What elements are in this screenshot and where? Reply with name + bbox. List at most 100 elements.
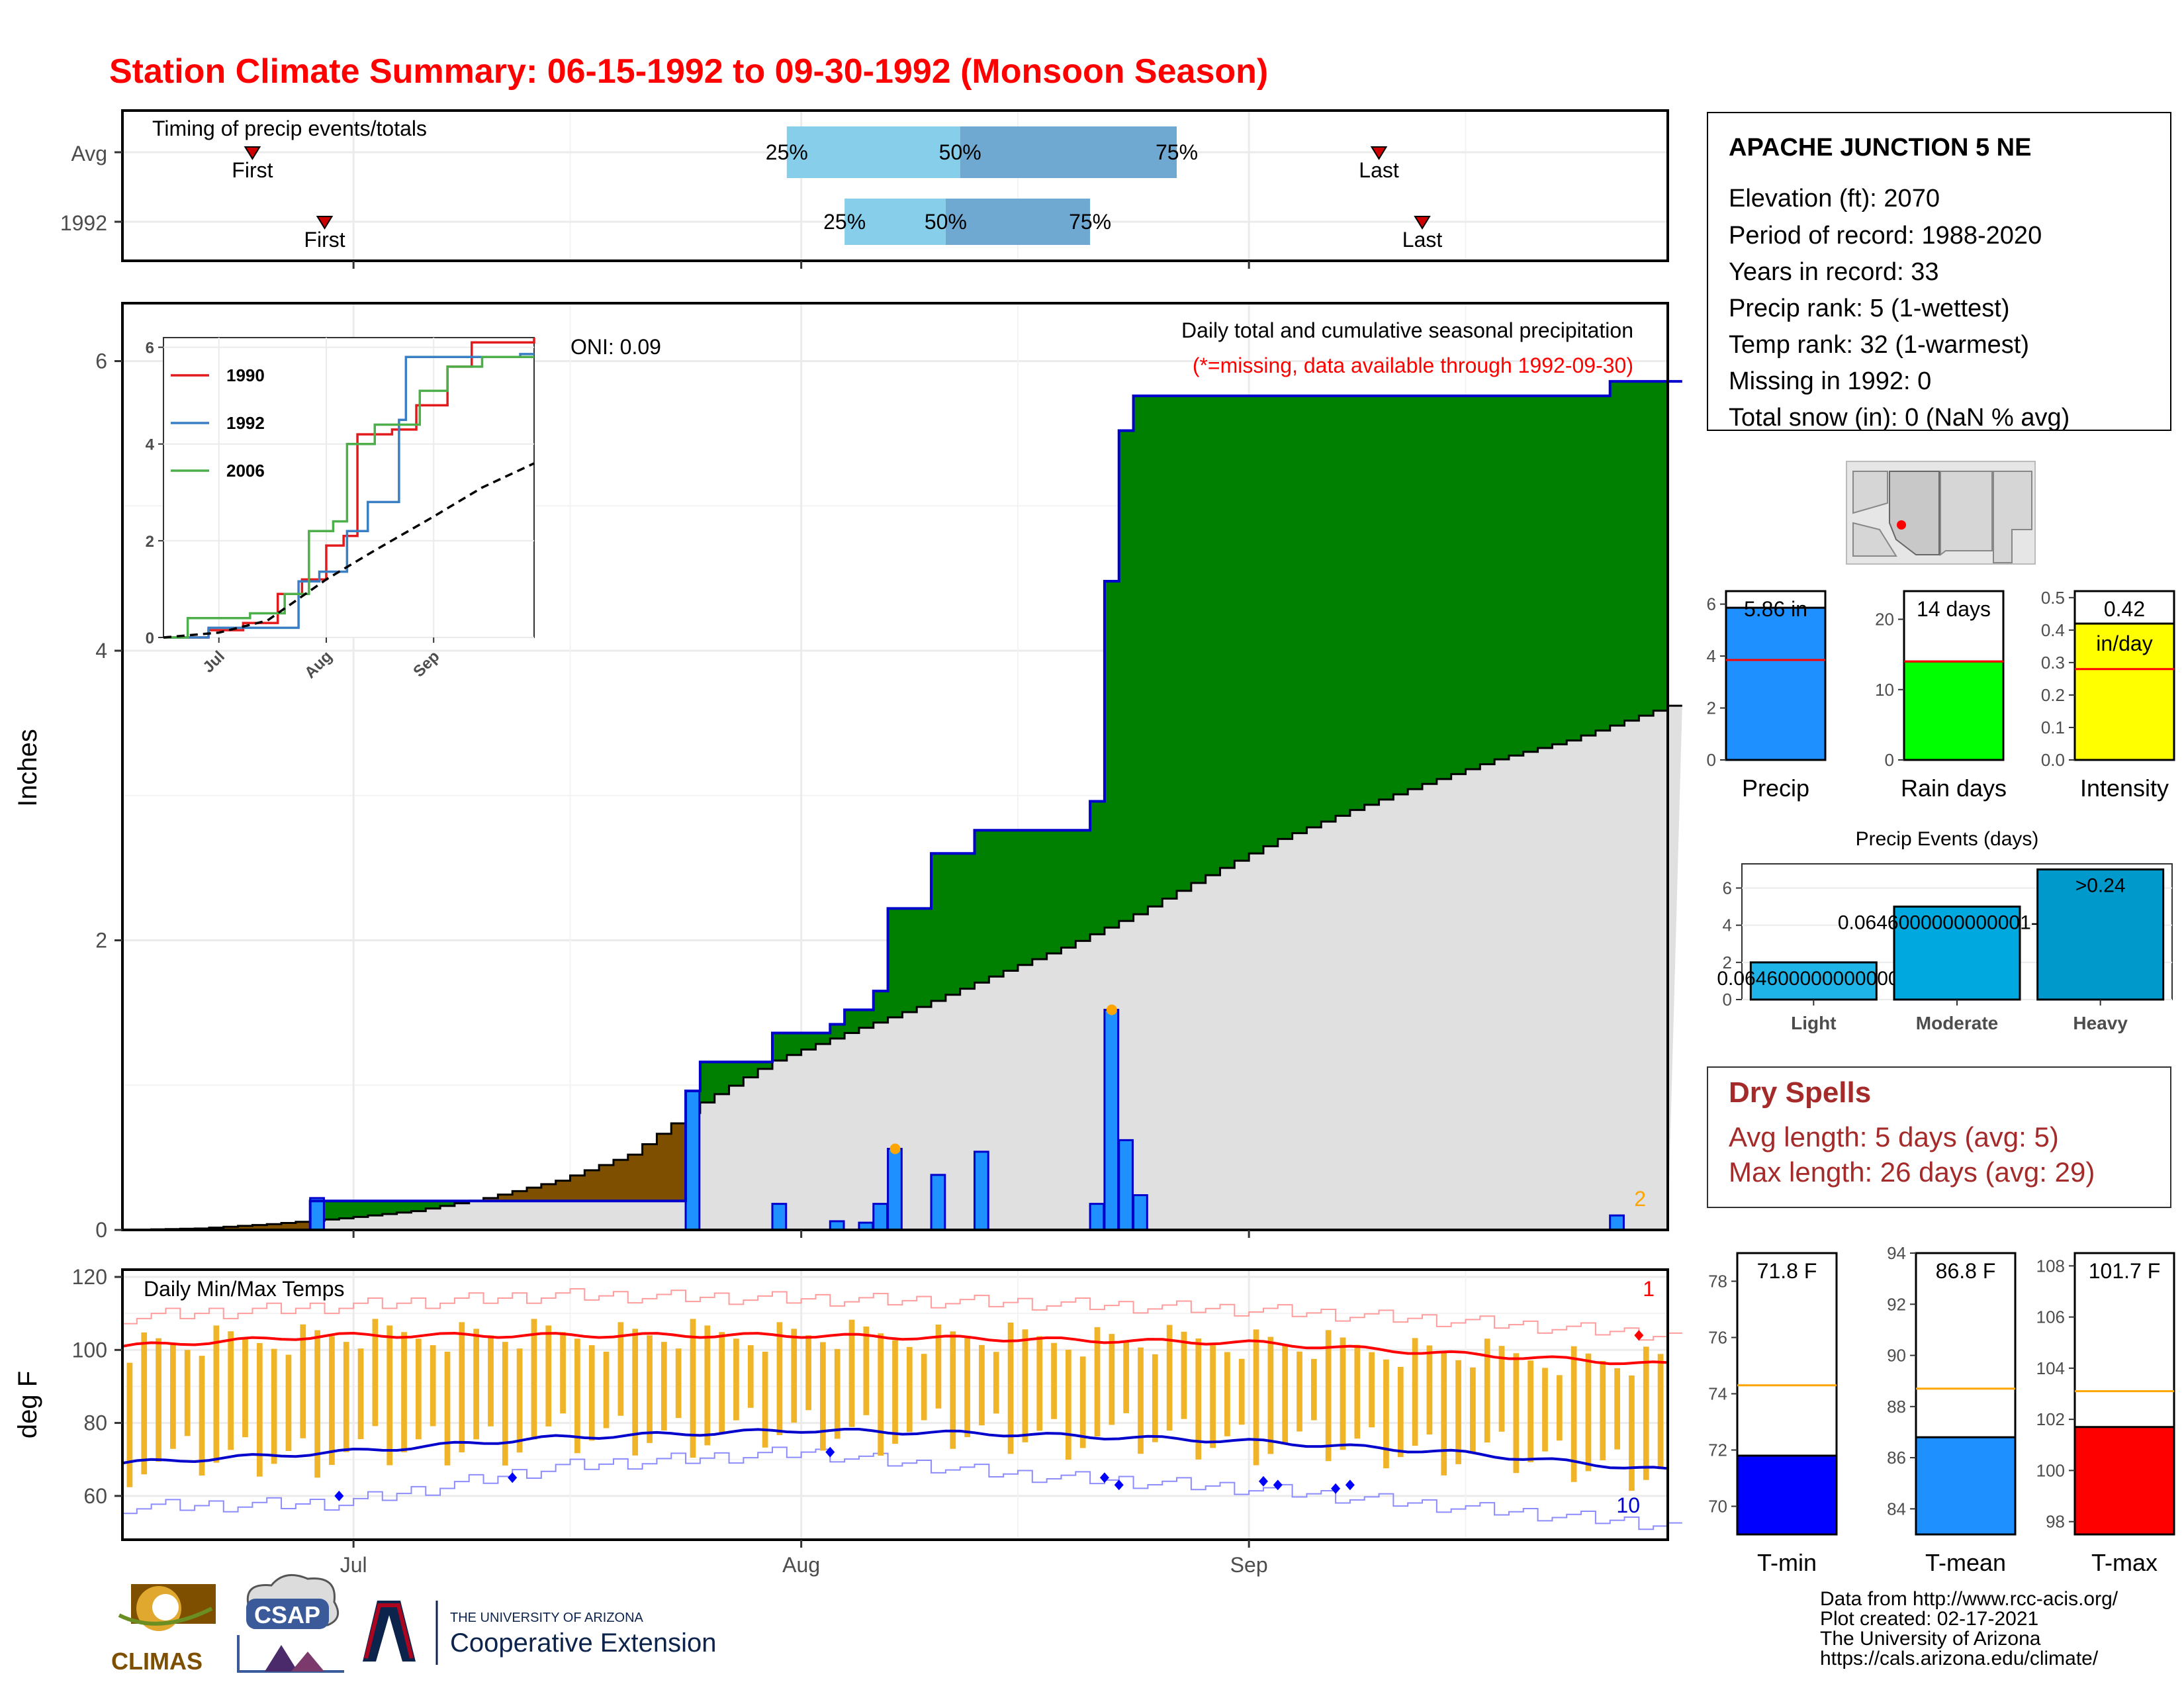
bar-value-label-tmax: 101.7 F <box>2089 1259 2161 1283</box>
above-normal-fill <box>960 853 976 989</box>
temp-x-tick-label: Sep <box>1230 1553 1268 1577</box>
events-bar-label-moderate: 0.0646000000000001-0.24 <box>1838 912 2076 934</box>
temp-x-tick-label: Jul <box>340 1553 367 1577</box>
below-normal-fill <box>527 1188 542 1201</box>
bar-y-tick-label: 104 <box>2036 1358 2065 1378</box>
record-min-count: 10 <box>1616 1493 1640 1517</box>
bar-y-tick-label: 98 <box>2046 1512 2065 1532</box>
above-normal-fill <box>1234 396 1250 861</box>
bar-y-tick-label: 90 <box>1887 1346 1906 1366</box>
above-normal-fill <box>974 830 989 983</box>
below-normal-fill <box>498 1194 513 1201</box>
daily-precip-bar <box>309 1197 325 1231</box>
below-normal-fill <box>483 1197 498 1201</box>
precip-y-tick-label: 0 <box>95 1218 107 1242</box>
above-normal-fill <box>1075 830 1091 941</box>
above-normal-fill <box>440 1201 455 1206</box>
below-normal-fill <box>238 1225 253 1230</box>
timing-bar-q25-q50 <box>844 199 946 245</box>
daily-precip-bar <box>1118 1139 1134 1231</box>
timing-first-label: First <box>304 228 345 252</box>
credit-line-date: Plot created: 02-17-2021 <box>1820 1608 2038 1630</box>
inset-y-tick-label: 0 <box>146 630 154 647</box>
bar-axis-label-intensity: Intensity <box>2080 774 2169 802</box>
above-normal-fill <box>989 830 1004 977</box>
above-normal-fill <box>1581 396 1596 736</box>
daily-record-marker <box>889 1143 901 1154</box>
above-normal-fill <box>743 1062 758 1078</box>
station-location-dot <box>1897 520 1906 530</box>
timing-q75-label: 75% <box>1156 140 1198 164</box>
above-normal-fill <box>1494 396 1510 760</box>
above-normal-fill <box>1610 381 1625 726</box>
above-normal-fill <box>1220 396 1235 868</box>
temp-y-tick-label: 60 <box>83 1484 107 1508</box>
precip-y-tick-label: 6 <box>95 350 107 373</box>
daily-precip-bar <box>1609 1214 1625 1231</box>
above-normal-fill <box>1508 396 1524 756</box>
station-line-precip-rank: Precip rank: 5 (1-wettest) <box>1729 295 2009 322</box>
temp-y-tick-label: 120 <box>72 1265 107 1289</box>
below-normal-fill <box>599 1165 614 1201</box>
inset-legend-label-2006: 2006 <box>226 461 265 481</box>
bar-axis-label-precip_total: Precip <box>1742 774 1809 802</box>
record-low-marker <box>1345 1479 1355 1491</box>
daily-precip-bar <box>1132 1194 1148 1231</box>
above-normal-fill <box>411 1201 426 1211</box>
bar-y-tick-label: 86 <box>1887 1448 1906 1468</box>
temp-panel: Daily Min/Max Temps deg F 1 10 60 80 100 12… <box>13 1265 1682 1577</box>
dry-spells-max: Max length: 26 days (avg: 29) <box>1729 1156 2095 1188</box>
bar-unit-label-intensity: in/day <box>2096 632 2152 655</box>
above-normal-fill <box>917 908 932 1008</box>
above-normal-fill <box>1393 396 1408 794</box>
above-normal-fill <box>873 991 889 1023</box>
csap-logo-text: CSAP <box>254 1601 320 1628</box>
temp-ylabel: deg F <box>13 1371 42 1438</box>
bar-y-tick-label: 78 <box>1708 1272 1727 1291</box>
above-normal-fill <box>1277 396 1293 839</box>
bar-y-tick-label: 102 <box>2036 1409 2065 1429</box>
above-normal-fill <box>1263 396 1279 847</box>
record-low-marker <box>1114 1479 1124 1491</box>
timing-q25-label: 25% <box>766 140 808 164</box>
oni-label: ONI: 0.09 <box>570 335 661 359</box>
record-low-marker <box>1099 1472 1109 1483</box>
bar-y-tick-label: 0.2 <box>2041 685 2065 705</box>
above-normal-fill <box>1017 830 1033 965</box>
above-normal-fill <box>1090 801 1105 935</box>
events-x-label-heavy: Heavy <box>2073 1013 2128 1033</box>
events-bar-label-heavy: >0.24 <box>2075 874 2126 896</box>
record-min-line <box>122 1446 1682 1530</box>
timing-row-avg-label: Avg <box>71 142 107 165</box>
bar-value-label-tmean: 86.8 F <box>1936 1259 1996 1283</box>
below-normal-fill <box>252 1225 267 1230</box>
below-normal-fill <box>281 1223 296 1230</box>
precip-y-tick-label: 2 <box>95 929 107 953</box>
inset-series-2006-line <box>163 355 534 639</box>
record-low-marker <box>508 1472 518 1483</box>
events-y-tick-label: 4 <box>1723 915 1732 935</box>
timing-first-marker <box>244 146 261 160</box>
daily-precip-bar <box>887 1148 903 1231</box>
record-low-marker <box>1273 1479 1283 1491</box>
bar-axis-label-tmax: T-max <box>2091 1549 2158 1576</box>
climas-logo: CLIMAS <box>111 1584 216 1675</box>
credits: Data from http://www.rcc-acis.org/ Plot … <box>1820 1588 2118 1669</box>
page-title: Station Climate Summary: 06-15-1992 to 0… <box>109 52 1268 91</box>
above-normal-fill <box>1061 830 1076 948</box>
station-line-period: Period of record: 1988-2020 <box>1729 222 2042 250</box>
events-bar-heavy <box>2036 868 2165 1001</box>
events-bar-moderate <box>1893 906 2021 1001</box>
below-normal-fill <box>570 1175 585 1201</box>
below-normal-fill <box>657 1133 672 1201</box>
events-x-label-light: Light <box>1791 1013 1836 1033</box>
events-y-tick-label: 6 <box>1723 878 1732 898</box>
ua-small-text: THE UNIVERSITY OF ARIZONA <box>450 1611 644 1625</box>
above-normal-fill <box>324 1201 340 1220</box>
climas-logo-text: CLIMAS <box>111 1648 203 1675</box>
timing-q50-label: 50% <box>925 210 967 234</box>
below-normal-fill <box>671 1123 686 1201</box>
bar-tmean <box>1915 1436 2017 1536</box>
above-normal-fill <box>1595 396 1611 731</box>
